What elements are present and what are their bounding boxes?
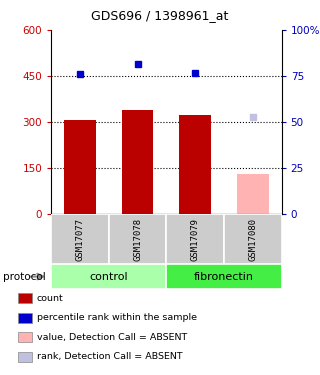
Text: protocol: protocol <box>3 272 46 282</box>
Text: GSM17080: GSM17080 <box>248 217 257 261</box>
Bar <box>166 264 282 289</box>
Text: GSM17077: GSM17077 <box>76 217 84 261</box>
Text: rank, Detection Call = ABSENT: rank, Detection Call = ABSENT <box>37 352 182 361</box>
Bar <box>64 120 96 214</box>
Text: fibronectin: fibronectin <box>194 272 254 282</box>
Text: control: control <box>90 272 128 282</box>
Text: percentile rank within the sample: percentile rank within the sample <box>37 313 197 322</box>
Text: GSM17078: GSM17078 <box>133 217 142 261</box>
Bar <box>109 214 166 264</box>
Bar <box>224 214 282 264</box>
Bar <box>51 214 109 264</box>
Bar <box>180 115 211 214</box>
Bar <box>51 264 166 289</box>
Bar <box>166 214 224 264</box>
Text: GSM17079: GSM17079 <box>191 217 200 261</box>
Bar <box>237 174 269 214</box>
Text: count: count <box>37 294 64 303</box>
Text: value, Detection Call = ABSENT: value, Detection Call = ABSENT <box>37 333 187 342</box>
Text: GDS696 / 1398961_at: GDS696 / 1398961_at <box>91 9 229 22</box>
Bar <box>122 110 154 214</box>
